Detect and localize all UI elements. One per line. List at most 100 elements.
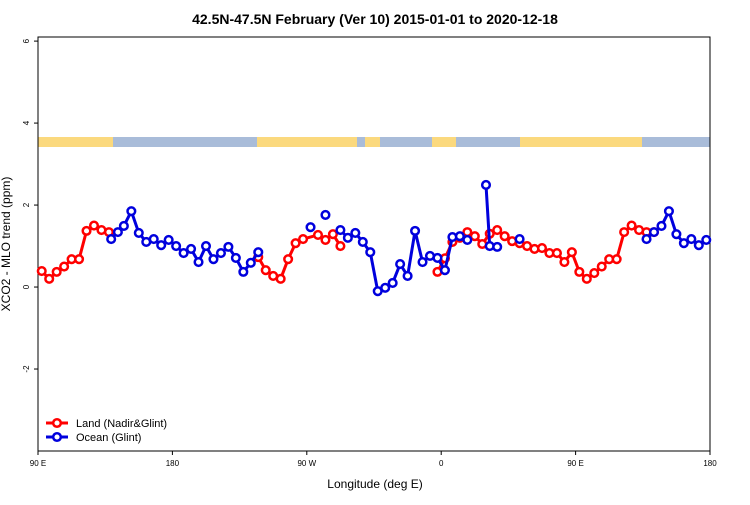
y-tick-label: -2 xyxy=(22,365,31,373)
point xyxy=(492,225,503,236)
point xyxy=(410,225,421,236)
x-tick-label: 90 E xyxy=(30,459,46,468)
y-tick-label: 6 xyxy=(22,38,31,43)
point xyxy=(163,234,174,245)
point xyxy=(312,229,324,241)
point xyxy=(402,270,413,282)
point xyxy=(208,254,219,265)
point xyxy=(223,241,234,252)
point xyxy=(335,240,346,252)
point xyxy=(648,227,660,238)
point xyxy=(245,257,256,268)
legend-marker xyxy=(51,417,63,429)
x-tick-label: 90 E xyxy=(567,459,583,468)
point xyxy=(230,252,241,263)
plot-frame xyxy=(37,36,711,452)
point xyxy=(671,229,682,240)
point xyxy=(656,220,667,232)
point xyxy=(106,234,117,245)
point xyxy=(536,243,548,254)
x-tick-label: 180 xyxy=(703,459,717,468)
point xyxy=(290,238,301,249)
point xyxy=(193,256,204,268)
point xyxy=(133,227,144,238)
x-tick-label: 0 xyxy=(439,459,444,468)
y-tick-label: 2 xyxy=(22,202,31,207)
point xyxy=(574,266,585,277)
point xyxy=(320,234,331,245)
point xyxy=(611,254,622,265)
y-tick-label: 4 xyxy=(22,120,31,125)
point xyxy=(51,266,62,277)
point xyxy=(88,220,100,231)
point xyxy=(581,273,592,284)
point xyxy=(417,256,428,268)
point xyxy=(387,277,398,288)
point xyxy=(305,222,316,233)
point xyxy=(215,247,226,259)
chart-title: 42.5N-47.5N February (Ver 10) 2015-01-01… xyxy=(192,11,558,27)
point xyxy=(678,238,689,249)
point xyxy=(454,231,465,242)
point xyxy=(596,261,607,272)
point xyxy=(253,247,264,258)
point xyxy=(178,247,189,259)
point xyxy=(395,259,406,270)
point xyxy=(81,225,92,236)
point xyxy=(663,206,674,217)
point xyxy=(335,225,346,236)
point xyxy=(701,234,712,245)
point xyxy=(260,265,271,276)
point xyxy=(492,241,503,252)
point xyxy=(320,209,331,220)
point xyxy=(566,247,577,258)
point xyxy=(365,247,376,258)
point xyxy=(44,273,55,284)
point xyxy=(238,266,249,277)
point xyxy=(439,265,450,276)
point xyxy=(551,247,562,259)
point xyxy=(432,252,443,263)
legend-label: Ocean (Glint) xyxy=(76,432,141,444)
land-mask xyxy=(38,137,710,147)
point xyxy=(118,220,129,232)
point xyxy=(283,254,294,265)
point xyxy=(693,240,704,251)
y-axis-label: XCO2 - MLO trend (ppm) xyxy=(0,177,13,312)
x-tick-label: 90 W xyxy=(297,459,316,468)
x-tick-label: 180 xyxy=(166,459,180,468)
point xyxy=(171,240,182,252)
point xyxy=(380,282,391,293)
point xyxy=(480,179,492,191)
point xyxy=(126,206,137,217)
point xyxy=(186,243,197,254)
point xyxy=(589,268,600,279)
y-tick-label: 0 xyxy=(22,284,31,289)
point xyxy=(469,231,480,242)
point xyxy=(641,234,652,245)
point xyxy=(357,236,368,248)
legend-label: Land (Nadir&Glint) xyxy=(76,418,167,430)
point xyxy=(200,240,212,252)
x-axis-label: Longitude (deg E) xyxy=(327,477,422,491)
point xyxy=(74,254,85,265)
point xyxy=(298,234,309,245)
point xyxy=(559,256,570,268)
legend-marker xyxy=(51,431,63,443)
point xyxy=(36,266,47,277)
point xyxy=(686,234,697,245)
point xyxy=(59,261,70,272)
point xyxy=(342,232,353,243)
point xyxy=(148,234,159,245)
point xyxy=(156,240,167,251)
point xyxy=(499,231,510,242)
point xyxy=(327,229,338,240)
point xyxy=(626,220,637,231)
point xyxy=(112,227,123,238)
point xyxy=(619,227,630,238)
point xyxy=(350,227,361,238)
point xyxy=(462,234,473,245)
point xyxy=(275,273,286,284)
